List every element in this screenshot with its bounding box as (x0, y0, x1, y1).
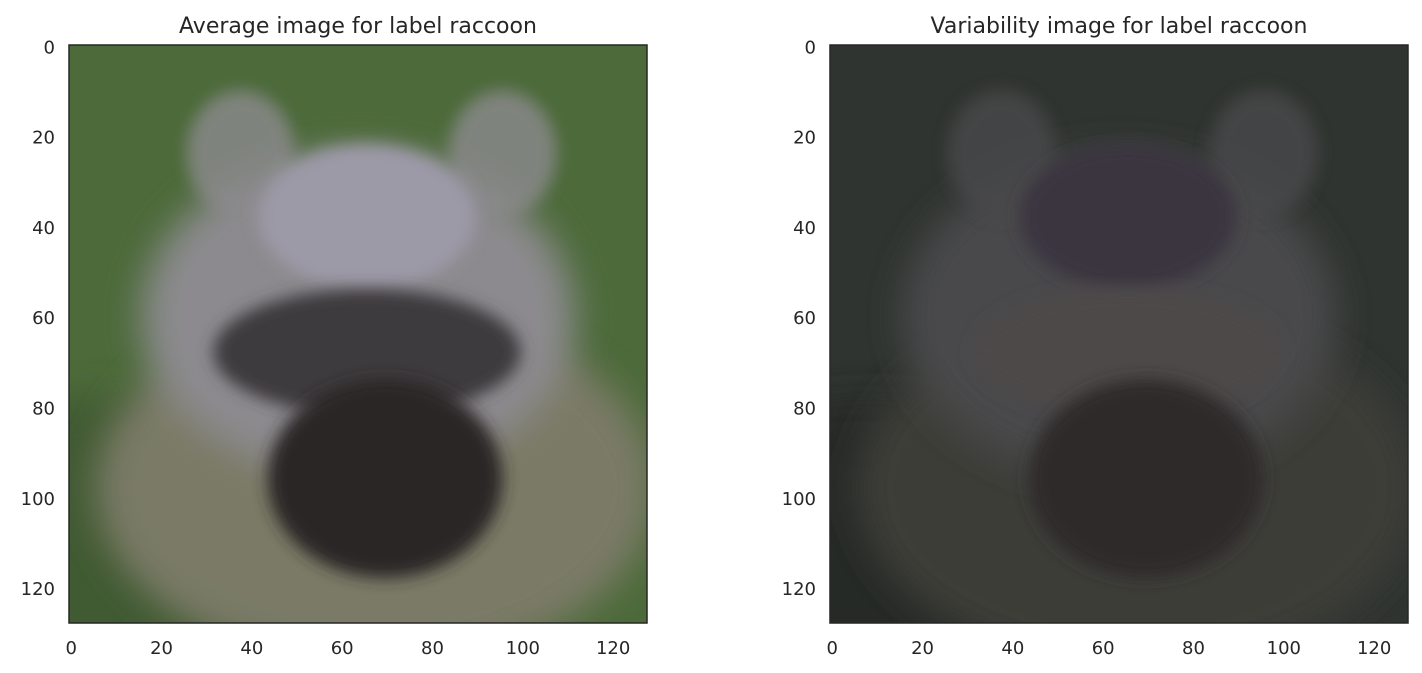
y-tick-label: 60 (32, 308, 55, 329)
image-left-ear (947, 90, 1056, 217)
y-tick-label: 120 (782, 579, 816, 600)
subplot-average: Average image for label raccoon 0 20 40 60 8… (21, 14, 648, 659)
y-tick-label: 40 (793, 218, 816, 239)
x-tick-label: 100 (506, 638, 540, 659)
image-left-ear (186, 90, 295, 217)
x-tick-label: 120 (1357, 638, 1391, 659)
image-forehead (258, 144, 476, 289)
image-average (69, 45, 647, 623)
x-tick-label: 0 (66, 638, 77, 659)
y-tick-label: 0 (44, 37, 55, 58)
y-tick-label: 100 (21, 489, 55, 510)
y-tick-label: 100 (782, 489, 816, 510)
x-tick-label: 40 (1001, 638, 1024, 659)
image-forehead (1019, 144, 1237, 289)
y-tick-label: 80 (32, 399, 55, 420)
x-tick-label: 100 (1267, 638, 1301, 659)
x-tick-label: 80 (421, 638, 444, 659)
x-tick-label: 80 (1182, 638, 1205, 659)
axes-frame-variability (829, 44, 1409, 624)
image-right-ear (448, 90, 557, 217)
x-tick-label: 0 (827, 638, 838, 659)
x-tick-label: 40 (240, 638, 263, 659)
x-tick-label: 60 (331, 638, 354, 659)
chart-title-average: Average image for label raccoon (179, 14, 537, 39)
y-tick-label: 80 (793, 399, 816, 420)
subplot-variability: Variability image for label raccoon 0 20 4… (782, 14, 1409, 659)
y-tick-label: 40 (32, 218, 55, 239)
y-tick-label: 0 (805, 37, 816, 58)
image-mask (974, 288, 1282, 416)
x-tick-label: 60 (1092, 638, 1115, 659)
x-tick-label: 20 (911, 638, 934, 659)
image-mask (213, 288, 521, 416)
image-muzzle (267, 379, 503, 578)
image-muzzle (1028, 379, 1264, 578)
x-ticks-average: 0 20 40 60 80 100 120 (66, 638, 631, 659)
y-ticks-average: 0 20 40 60 80 100 120 (21, 37, 55, 600)
image-right-ear (1209, 90, 1318, 217)
y-tick-label: 120 (21, 579, 55, 600)
y-tick-label: 20 (32, 128, 55, 149)
x-tick-label: 20 (150, 638, 173, 659)
y-tick-label: 60 (793, 308, 816, 329)
axes-frame-average (68, 44, 648, 624)
y-ticks-variability: 0 20 40 60 80 100 120 (782, 37, 816, 600)
x-ticks-variability: 0 20 40 60 80 100 120 (827, 638, 1392, 659)
chart-title-variability: Variability image for label raccoon (931, 14, 1308, 39)
x-tick-label: 120 (596, 638, 630, 659)
y-tick-label: 20 (793, 128, 816, 149)
image-variability (830, 45, 1408, 623)
